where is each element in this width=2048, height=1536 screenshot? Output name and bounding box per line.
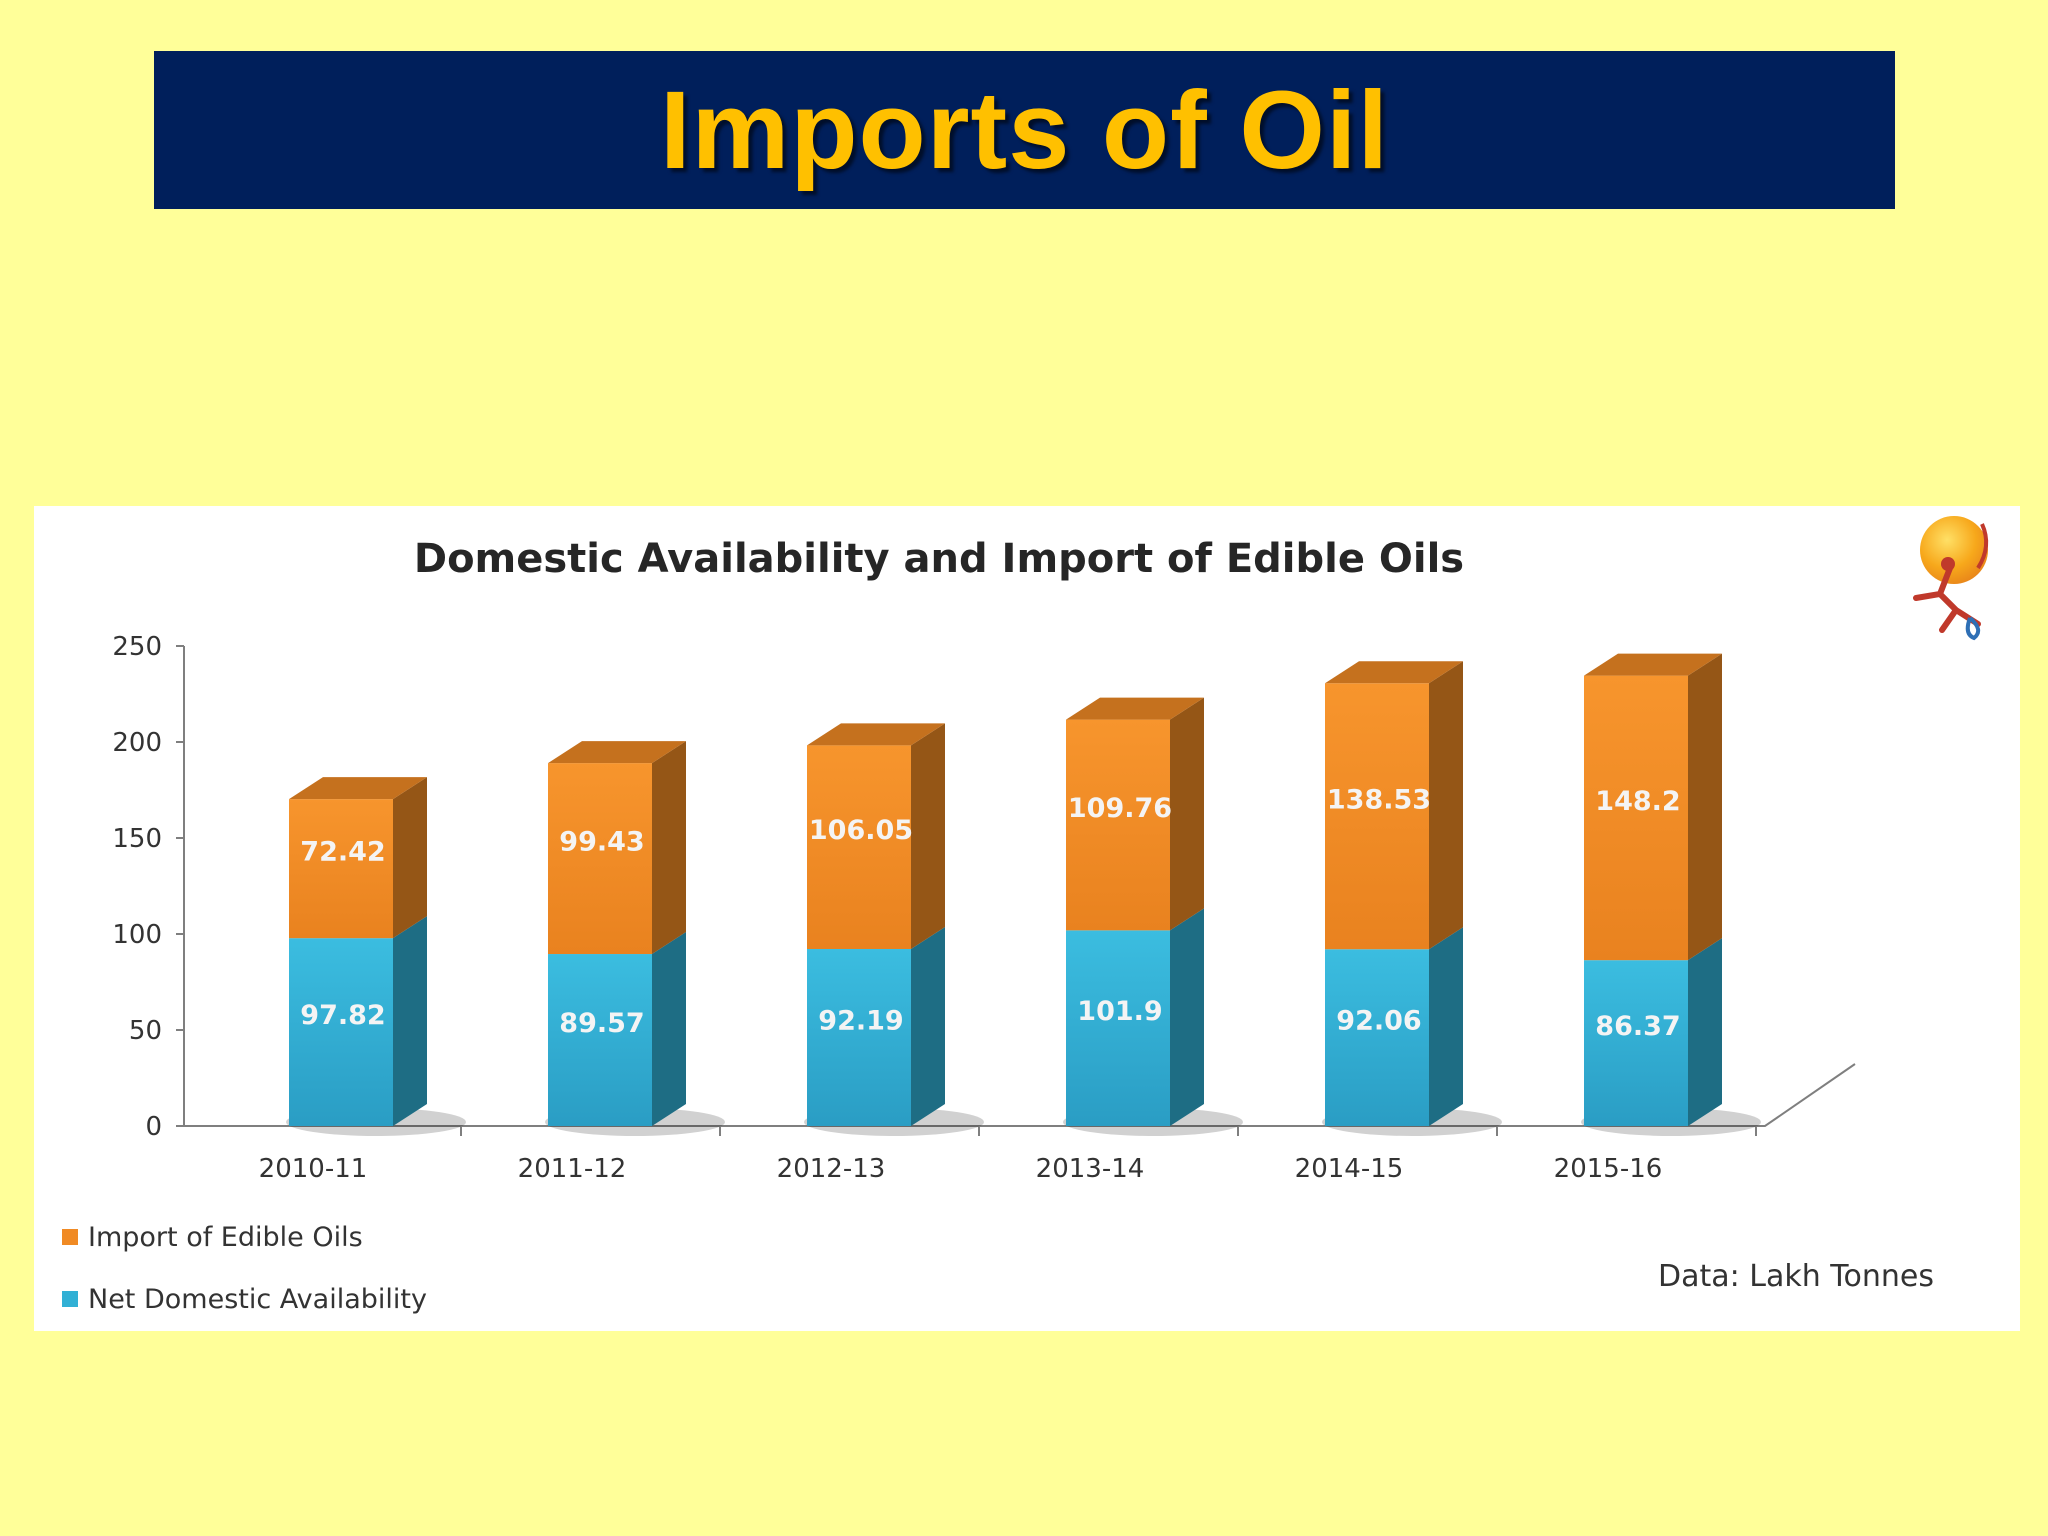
bar-import	[807, 745, 911, 949]
value-label-domestic: 97.82	[300, 1000, 385, 1031]
bar-domestic-side	[911, 926, 945, 1126]
bar-import	[1584, 675, 1688, 961]
value-label-domestic: 86.37	[1595, 1011, 1680, 1042]
x-tick-label: 2013-14	[1036, 1154, 1145, 1184]
value-label-domestic: 89.57	[559, 1008, 644, 1039]
bars: 97.82 72.42 89.57 99.43 92.19 106.05 101.9 109.…	[286, 653, 1761, 1136]
bar-domestic	[807, 948, 911, 1126]
slide-title: Imports of Oil	[660, 68, 1389, 192]
bar-domestic-side	[1688, 938, 1722, 1126]
bar-stack: 101.9 109.76	[1063, 697, 1243, 1136]
bar-domestic-side	[393, 916, 427, 1126]
bar-top-face	[289, 777, 427, 800]
value-label-domestic: 92.19	[818, 1005, 903, 1036]
bar-import-side	[393, 777, 427, 939]
bar-import-side	[652, 741, 686, 955]
y-tick-label: 250	[112, 632, 162, 662]
value-label-import: 138.53	[1327, 784, 1431, 815]
x-tick-label: 2015-16	[1554, 1154, 1663, 1184]
bar-top-face	[1325, 661, 1463, 684]
chart-title: Domestic Availability and Import of Edib…	[414, 536, 1464, 582]
title-banner: Imports of Oil	[154, 51, 1895, 209]
bar-domestic	[1325, 949, 1429, 1126]
legend-label-domestic: Net Domestic Availability	[88, 1284, 427, 1315]
bar-top-face	[548, 741, 686, 764]
bar-import	[1066, 719, 1170, 931]
bar-stack: 89.57 99.43	[545, 741, 725, 1136]
bar-domestic	[1066, 930, 1170, 1126]
y-tick-label: 0	[145, 1112, 162, 1142]
y-tick-label: 150	[112, 824, 162, 854]
y-tick-label: 100	[112, 920, 162, 950]
bar-domestic-side	[1170, 908, 1204, 1126]
value-label-import: 148.2	[1595, 786, 1680, 817]
bar-domestic	[1584, 960, 1688, 1126]
bar-top-face	[807, 723, 945, 746]
value-label-import: 109.76	[1068, 793, 1172, 824]
x-tick-label: 2010-11	[259, 1154, 368, 1184]
bar-top-face	[1066, 697, 1204, 720]
bar-domestic	[289, 938, 393, 1126]
axes: 0 50 100 150 200 250 2010-11 2011-12 2012-13 2013…	[112, 632, 1856, 1184]
y-tick-label: 200	[112, 728, 162, 758]
legend: Import of Edible Oils Net Domestic Avail…	[62, 1222, 427, 1315]
x-tick-label: 2012-13	[777, 1154, 886, 1184]
bar-top-face	[1584, 653, 1722, 676]
x-tick-label: 2014-15	[1295, 1154, 1404, 1184]
value-label-domestic: 92.06	[1336, 1006, 1421, 1037]
bar-import	[548, 763, 652, 955]
value-label-domestic: 101.9	[1077, 996, 1162, 1027]
bar-import-side	[1688, 653, 1722, 961]
y-tick-label: 50	[129, 1016, 162, 1046]
bar-import-side	[1170, 697, 1204, 931]
legend-swatch-domestic	[62, 1291, 78, 1307]
bar-domestic-side	[1429, 927, 1463, 1126]
bar-domestic	[548, 954, 652, 1126]
bar-import-side	[911, 723, 945, 949]
bar-stack: 86.37 148.2	[1581, 653, 1761, 1136]
legend-label-import: Import of Edible Oils	[88, 1222, 363, 1253]
runner-sun-logo-icon	[1913, 516, 1989, 641]
bar-stack: 92.19 106.05	[804, 723, 984, 1136]
bar-domestic-side	[652, 932, 686, 1126]
bar-import	[289, 799, 393, 939]
bar-stack: 97.82 72.42	[286, 777, 466, 1136]
bar-import	[1325, 683, 1429, 950]
bar-import-side	[1429, 661, 1463, 950]
stacked-bar-chart: Domestic Availability and Import of Edib…	[62, 516, 1989, 1315]
chart-panel: Domestic Availability and Import of Edib…	[34, 506, 2020, 1331]
data-unit-note: Data: Lakh Tonnes	[1658, 1259, 1934, 1294]
legend-swatch-import	[62, 1229, 78, 1245]
value-label-import: 72.42	[300, 837, 385, 868]
value-label-import: 99.43	[559, 827, 644, 858]
x-tick-label: 2011-12	[518, 1154, 627, 1184]
bar-stack: 92.06 138.53	[1322, 661, 1502, 1136]
x-axis-line	[184, 1063, 1856, 1127]
value-label-import: 106.05	[809, 815, 913, 846]
